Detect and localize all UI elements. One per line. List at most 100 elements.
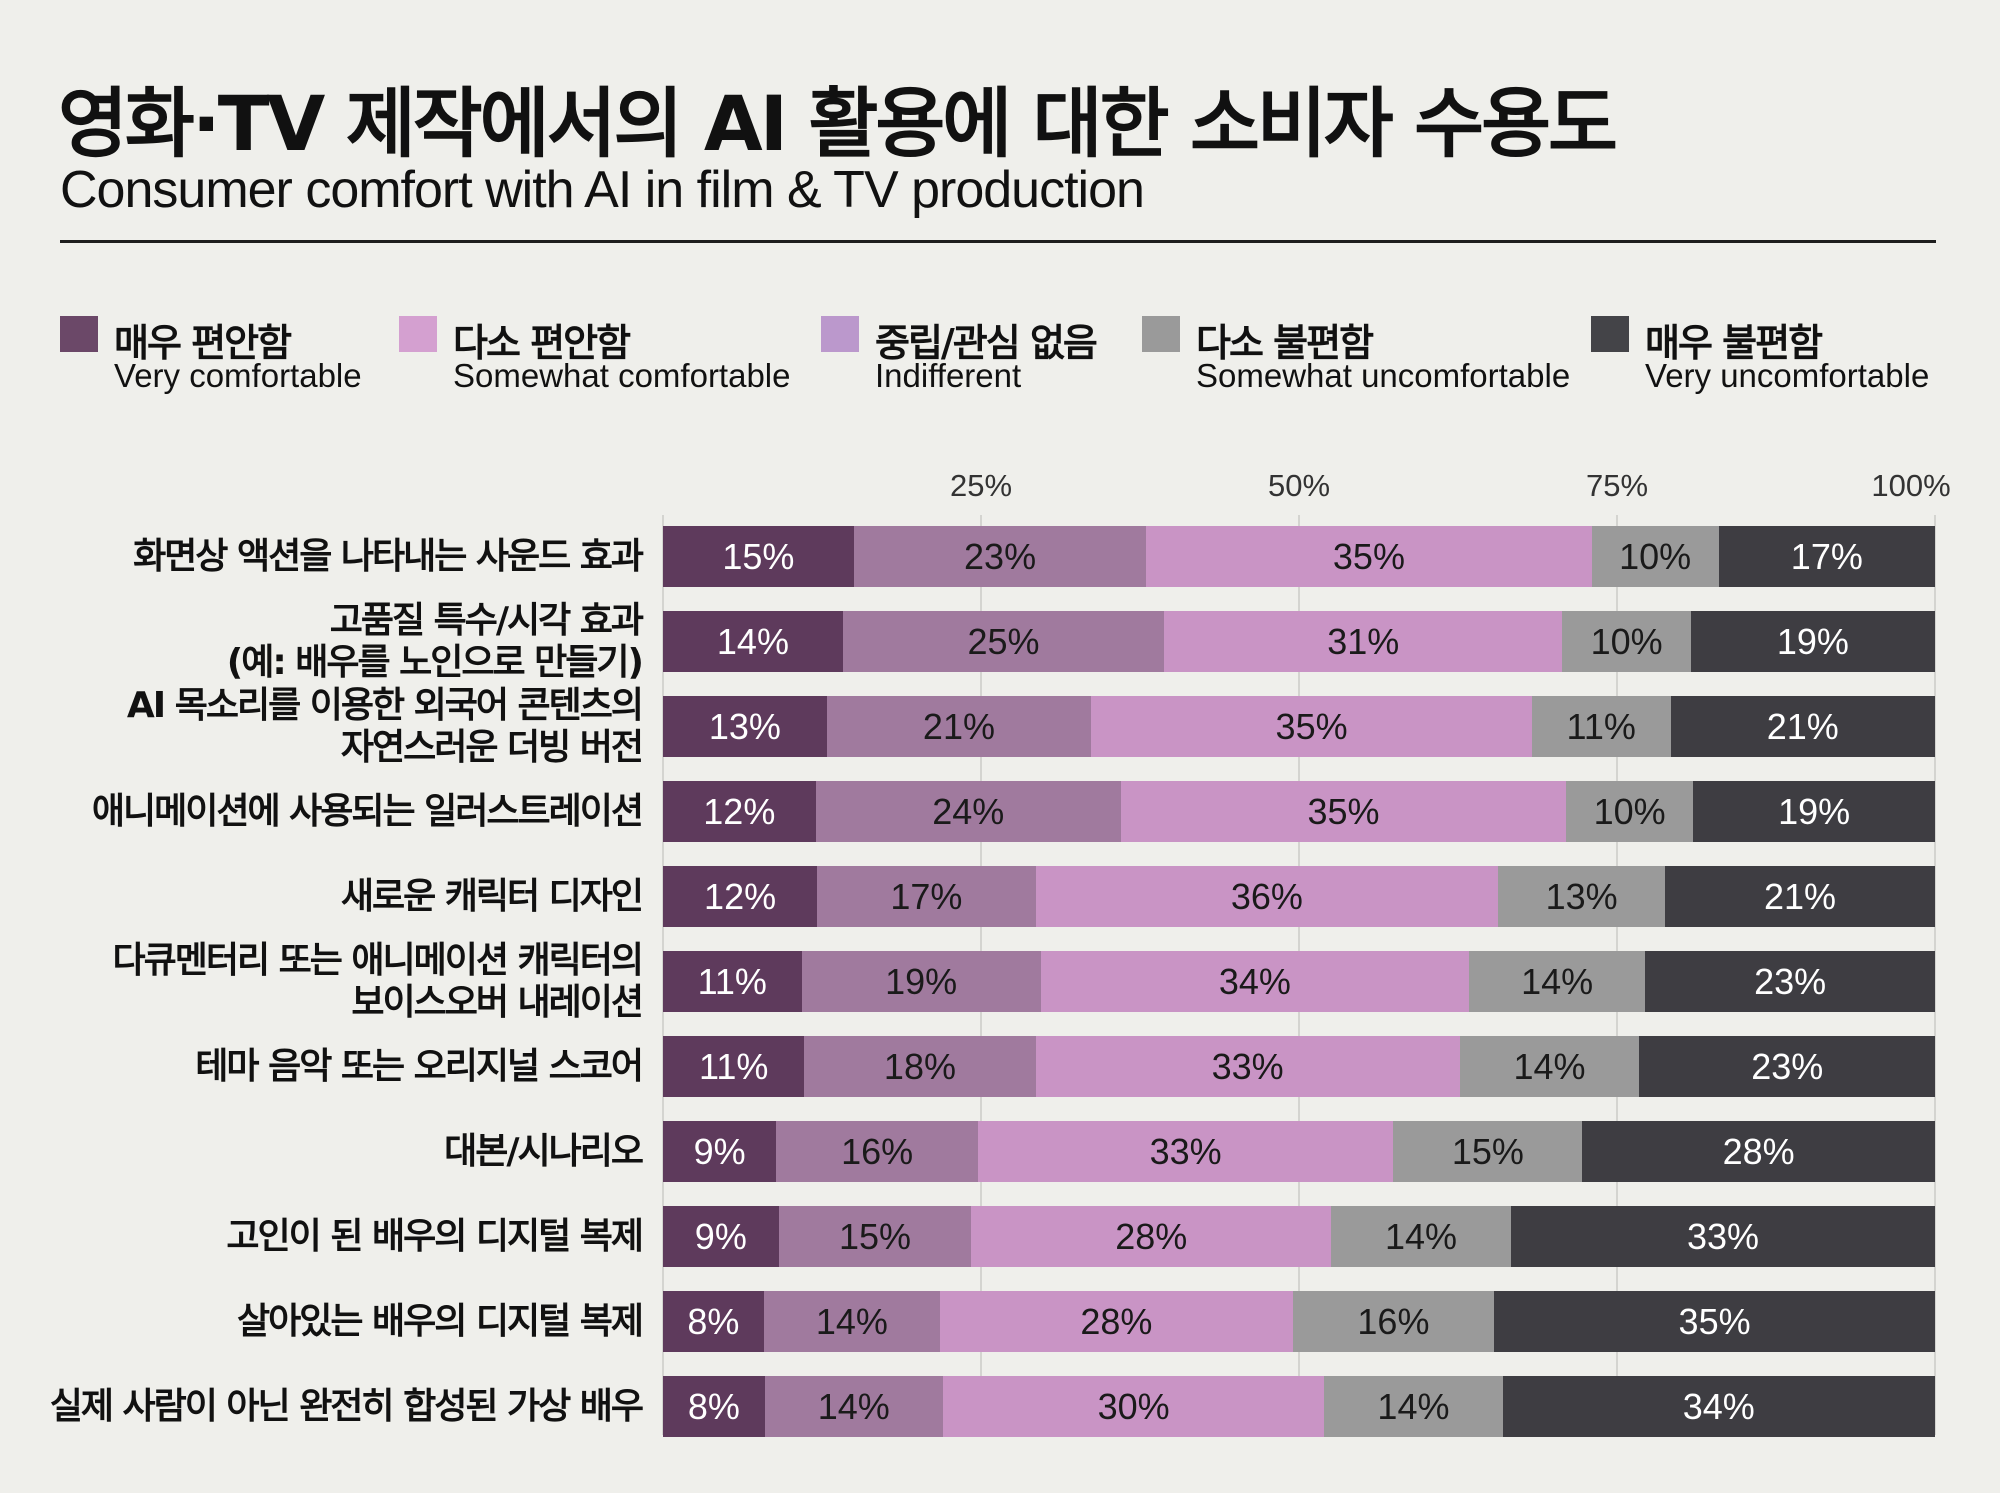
bar-segment-4: 14% (1459, 1036, 1640, 1097)
bar-segment-3: 33% (1035, 1036, 1460, 1097)
stacked-bar: 15% 23% 35% 10% 17% (663, 526, 1935, 587)
data-label: 14% (1521, 960, 1594, 1002)
x-tick-label: 75% (1585, 468, 1649, 503)
category-label: 고인이 된 배우의 디지털 복제 (20, 1194, 644, 1279)
bar-segment-5: 17% (1718, 526, 1935, 587)
data-label: 14% (716, 620, 789, 662)
data-label: 30% (1097, 1385, 1170, 1427)
bar-segment-4: 10% (1591, 526, 1719, 587)
legend-label-en: Somewhat uncomfortable (1196, 357, 1571, 394)
category-label: 테마 음악 또는 오리지널 스코어 (20, 1024, 644, 1109)
bar-segment-2: 17% (817, 866, 1036, 927)
x-tick-label: 25% (949, 468, 1013, 503)
bar-segment-3: 28% (940, 1291, 1293, 1352)
category-label-line: 자연스러운 더빙 버전 (340, 726, 644, 768)
chart-subtitle: Consumer comfort with AI in film & TV pr… (60, 161, 1145, 219)
data-label: 31% (1327, 620, 1400, 662)
bar-segment-5: 19% (1690, 611, 1935, 672)
data-label: 14% (1377, 1385, 1450, 1427)
legend-label-en: Somewhat comfortable (453, 357, 791, 394)
legend-swatch (1591, 316, 1629, 352)
category-label-line: 고인이 된 배우의 디지털 복제 (226, 1215, 644, 1257)
bar-segment-5: 23% (1639, 1036, 1935, 1097)
stacked-bar: 11% 18% 33% 14% 23% (663, 1036, 1935, 1097)
bar-segment-3: 35% (1146, 526, 1592, 587)
bar-segment-4: 14% (1469, 951, 1646, 1012)
x-tick-label: 50% (1267, 468, 1331, 503)
bar-segment-1: 12% (663, 781, 816, 842)
data-label: 14% (817, 1385, 890, 1427)
data-label: 21% (922, 705, 995, 747)
bar-segment-2: 15% (778, 1206, 972, 1267)
data-label: 14% (1385, 1215, 1458, 1257)
legend-label-en: Indifferent (875, 357, 1022, 394)
category-label-line: 새로운 캐릭터 디자인 (340, 875, 644, 917)
bar-segment-4: 14% (1331, 1206, 1511, 1267)
bar-segment-3: 34% (1040, 951, 1469, 1012)
data-label: 35% (1275, 705, 1348, 747)
bar-segment-2: 25% (842, 611, 1165, 672)
bar-segment-1: 15% (663, 526, 854, 587)
data-label: 33% (1686, 1215, 1759, 1257)
bar-segment-2: 19% (801, 951, 1041, 1012)
data-label: 10% (1619, 535, 1692, 577)
legend-swatch (60, 316, 98, 352)
data-label: 23% (1751, 1045, 1824, 1087)
bar-segment-4: 10% (1562, 611, 1691, 672)
data-label: 17% (890, 875, 963, 917)
bar-segment-1: 11% (663, 951, 802, 1012)
legend-swatch (399, 316, 437, 352)
data-label: 34% (1682, 1385, 1755, 1427)
bar-segment-2: 18% (804, 1036, 1036, 1097)
category-label-line: 다큐멘터리 또는 애니메이션 캐릭터의 (112, 939, 644, 981)
data-label: 12% (703, 790, 776, 832)
x-tick-label: 100% (1871, 468, 1951, 503)
bar-segment-1: 12% (663, 866, 818, 927)
bar-segment-4: 11% (1531, 696, 1671, 757)
bar-segment-4: 15% (1393, 1121, 1583, 1182)
bar-segment-4: 13% (1498, 866, 1666, 927)
bar-segment-1: 14% (663, 611, 843, 672)
bar-segment-5: 34% (1502, 1376, 1935, 1437)
category-label: 고품질 특수/시각 효과 (예: 배우를 노인으로 만들기) (20, 599, 644, 684)
bar-segment-5: 21% (1665, 866, 1935, 927)
bar-segment-1: 9% (663, 1121, 777, 1182)
data-label: 21% (1764, 875, 1837, 917)
data-label: 15% (1451, 1130, 1524, 1172)
data-label: 16% (1357, 1300, 1430, 1342)
data-label: 11% (1566, 705, 1636, 747)
stacked-bar: 8% 14% 30% 14% 34% (663, 1376, 1935, 1437)
data-label: 33% (1149, 1130, 1222, 1172)
bar-segment-2: 14% (763, 1291, 941, 1352)
category-label: 새로운 캐릭터 디자인 (20, 854, 644, 939)
legend-label-ko: 다소 편안함 (453, 321, 631, 365)
legend-label-ko: 매우 불편함 (1645, 321, 1823, 365)
data-label: 16% (841, 1130, 914, 1172)
data-label: 14% (1513, 1045, 1586, 1087)
bar-segment-5: 19% (1693, 781, 1935, 842)
category-label: 애니메이션에 사용되는 일러스트레이션 (20, 769, 644, 854)
stacked-bar: 13% 21% 35% 11% 21% (663, 696, 1935, 757)
bar-segment-2: 16% (776, 1121, 978, 1182)
category-label-line: 살아있는 배우의 디지털 복제 (236, 1300, 644, 1342)
category-label-line: 테마 음악 또는 오리지널 스코어 (195, 1045, 644, 1087)
data-label: 17% (1790, 535, 1863, 577)
legend-label-en: Very comfortable (114, 357, 362, 394)
data-label: 9% (694, 1215, 747, 1257)
category-label: 살아있는 배우의 디지털 복제 (20, 1279, 644, 1364)
bar-segment-5: 21% (1670, 696, 1935, 757)
bar-segment-1: 9% (663, 1206, 779, 1267)
bar-segment-3: 28% (971, 1206, 1332, 1267)
category-label: 다큐멘터리 또는 애니메이션 캐릭터의 보이스오버 내레이션 (20, 939, 644, 1024)
data-label: 13% (708, 705, 781, 747)
data-label: 11% (698, 1045, 769, 1087)
bar-segment-4: 16% (1292, 1291, 1495, 1352)
bar-segment-3: 33% (977, 1121, 1394, 1182)
legend-swatch (1142, 316, 1180, 352)
bar-segment-3: 31% (1164, 611, 1563, 672)
bar-segment-5: 23% (1645, 951, 1935, 1012)
stacked-bar: 12% 24% 35% 10% 19% (663, 781, 1935, 842)
gridline (1934, 515, 1936, 1435)
legend-label-ko: 중립/관심 없음 (875, 321, 1098, 365)
data-label: 19% (1778, 790, 1851, 832)
